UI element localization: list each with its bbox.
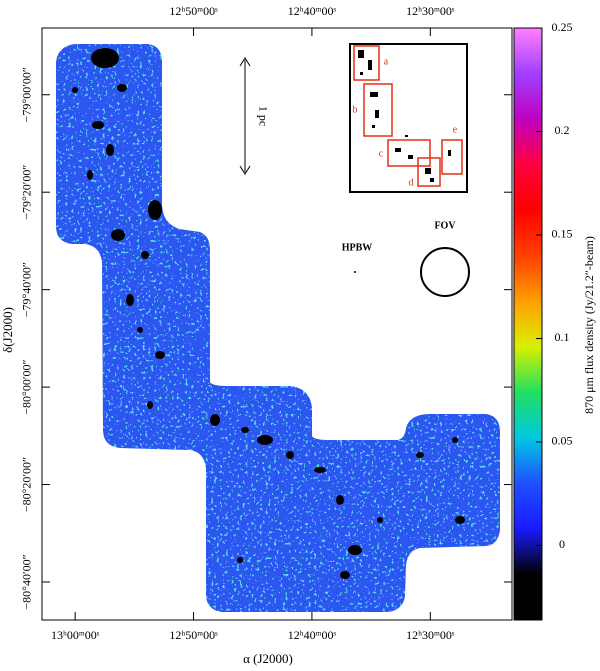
colorbar-tick-label: 0.2 xyxy=(555,123,570,137)
fov-circle xyxy=(420,247,470,297)
x-tick-label: 12ʰ50ᵐ00ˢ xyxy=(169,628,218,642)
colorbar-tick-label: 0 xyxy=(559,537,565,551)
inset-frame xyxy=(349,43,468,193)
y-tick-label: −79°20′00″ xyxy=(20,165,34,220)
inset-map xyxy=(358,50,451,182)
inset-label: a xyxy=(384,56,389,67)
colorbar-tick-label: 0.1 xyxy=(555,330,570,344)
x2-tick-label: 12ʰ50ᵐ00ˢ xyxy=(169,4,218,18)
y-tick-label: −80°20′00″ xyxy=(20,457,34,512)
inset-label: e xyxy=(453,124,458,135)
inset-label: d xyxy=(409,177,414,188)
colorbar-tick-label: 0.25 xyxy=(552,20,573,34)
colorbar-tick-label: 0.15 xyxy=(552,227,573,241)
dense-cores xyxy=(72,48,465,579)
x2-tick-label: 12ʰ30ᵐ00ˢ xyxy=(406,4,455,18)
scale-bar: 1 pc xyxy=(239,57,270,175)
inset-label: c xyxy=(379,148,384,159)
inset-regions xyxy=(353,45,463,187)
colorbar-label: 870 μm flux density (Jy/21.2″-beam) xyxy=(582,236,596,414)
colorbar-tick-label: 0.05 xyxy=(552,434,573,448)
y-tick-label: −80°40′00″ xyxy=(20,554,34,609)
y-tick-label: −79°00′00″ xyxy=(20,67,34,122)
hpbw-label: HPBW xyxy=(342,242,373,253)
colorbar xyxy=(513,27,543,621)
x2-tick-label: 12ʰ40ᵐ00ˢ xyxy=(288,4,337,18)
y-axis-label: δ(J2000) xyxy=(0,307,15,353)
y-tick-label: −79°40′00″ xyxy=(20,262,34,317)
inset-label: b xyxy=(353,104,358,115)
y-tick-label: −80°00′00″ xyxy=(20,359,34,414)
scale-label: 1 pc xyxy=(256,106,270,126)
scale-arrowheads xyxy=(239,57,251,175)
fov-label: FOV xyxy=(434,220,456,231)
hpbw-beam xyxy=(354,271,356,273)
plot-frame xyxy=(41,27,513,621)
x-tick-label: 13ʰ00ᵐ00ˢ xyxy=(51,628,100,642)
x-tick-label: 12ʰ30ᵐ00ˢ xyxy=(406,628,455,642)
x-axis-label: α (J2000) xyxy=(243,651,293,666)
inset xyxy=(349,43,468,193)
x-tick-label: 12ʰ40ᵐ00ˢ xyxy=(288,628,337,642)
